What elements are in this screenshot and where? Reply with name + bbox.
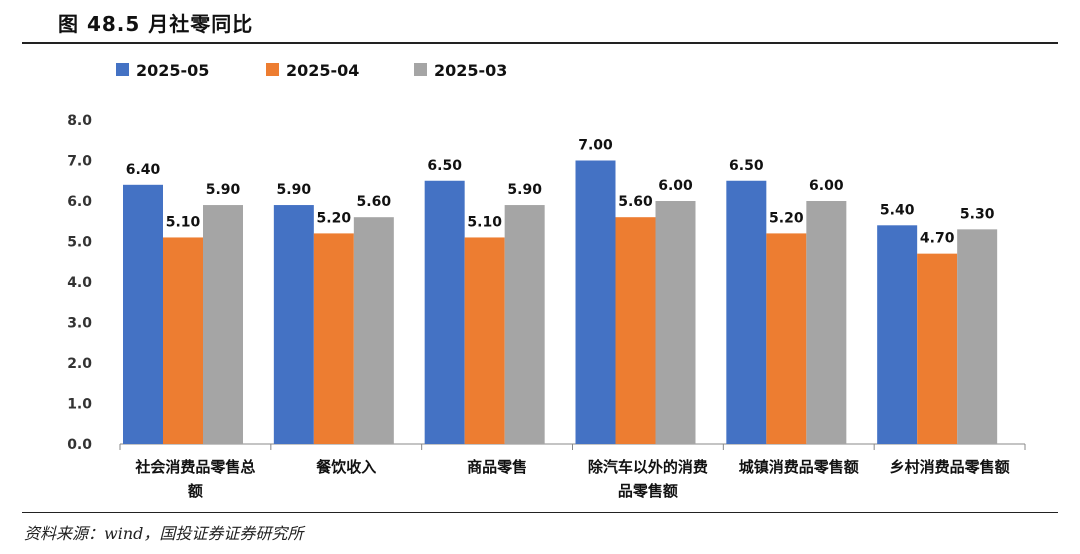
x-category-label: 品零售额 <box>618 482 678 500</box>
data-label: 5.30 <box>960 206 995 222</box>
data-label: 5.20 <box>317 210 352 226</box>
legend-swatch-2025-05 <box>116 63 129 76</box>
bar-2025-05 <box>273 205 314 444</box>
y-tick-label: 6.0 <box>67 194 92 210</box>
data-label: 5.90 <box>507 182 542 198</box>
data-label: 5.60 <box>357 194 392 210</box>
legend-swatch-2025-03 <box>414 63 427 76</box>
bar-2025-04 <box>766 233 807 444</box>
data-label: 5.90 <box>277 182 312 198</box>
x-category-label: 乡村消费品零售额 <box>890 458 1010 476</box>
data-label: 5.40 <box>880 202 915 218</box>
x-category-label: 商品零售 <box>467 458 527 476</box>
bar-2025-04 <box>464 237 505 444</box>
bar-2025-05 <box>424 180 465 444</box>
data-label: 4.70 <box>920 231 955 247</box>
data-label: 6.40 <box>126 162 161 178</box>
legend-label: 2025-04 <box>286 61 359 80</box>
bar-2025-05 <box>877 225 918 444</box>
source-rule <box>22 512 1058 513</box>
legend-label: 2025-03 <box>434 61 507 80</box>
y-tick-label: 7.0 <box>67 154 92 170</box>
x-category-label: 餐饮收入 <box>316 458 376 476</box>
data-label: 5.60 <box>618 194 653 210</box>
bar-2025-04 <box>163 237 203 444</box>
legend-swatch-2025-04 <box>266 63 279 76</box>
bar-2025-04 <box>615 217 656 444</box>
data-label: 6.50 <box>427 158 462 174</box>
bar-2025-03 <box>504 205 545 444</box>
data-label: 7.00 <box>578 138 613 154</box>
bar-2025-03 <box>957 229 998 444</box>
bar-2025-04 <box>917 253 958 444</box>
x-category-label: 城镇消费品零售额 <box>739 458 859 476</box>
bar-2025-03 <box>203 205 243 444</box>
y-tick-label: 1.0 <box>67 397 92 413</box>
figure-title: 图 48.5 月社零同比 <box>58 12 254 36</box>
y-tick-label: 8.0 <box>67 113 92 129</box>
bar-2025-04 <box>313 233 354 444</box>
x-category-label: 社会消费品零售总 <box>134 458 255 476</box>
data-label: 5.10 <box>166 214 201 230</box>
data-label: 5.10 <box>467 214 502 230</box>
bar-2025-05 <box>726 180 767 444</box>
bar-2025-05 <box>123 184 163 445</box>
x-category-label: 额 <box>188 482 203 500</box>
data-label: 6.00 <box>658 178 693 194</box>
y-tick-label: 3.0 <box>67 316 92 332</box>
y-tick-label: 4.0 <box>67 275 92 291</box>
title-rule <box>22 42 1058 44</box>
data-label: 6.50 <box>729 158 764 174</box>
y-tick-label: 0.0 <box>67 437 92 453</box>
y-tick-label: 5.0 <box>67 235 92 251</box>
legend-label: 2025-05 <box>136 61 209 80</box>
source-note: 资料来源：wind，国投证券证券研究所 <box>24 524 304 543</box>
data-label: 5.90 <box>206 182 241 198</box>
y-tick-label: 2.0 <box>67 356 92 372</box>
bar-2025-05 <box>575 160 616 444</box>
bar-2025-03 <box>806 201 847 444</box>
x-category-label: 除汽车以外的消费 <box>588 458 708 476</box>
data-label: 6.00 <box>809 178 844 194</box>
data-label: 5.20 <box>769 210 804 226</box>
bar-2025-03 <box>353 217 394 444</box>
bar-2025-03 <box>655 201 696 444</box>
